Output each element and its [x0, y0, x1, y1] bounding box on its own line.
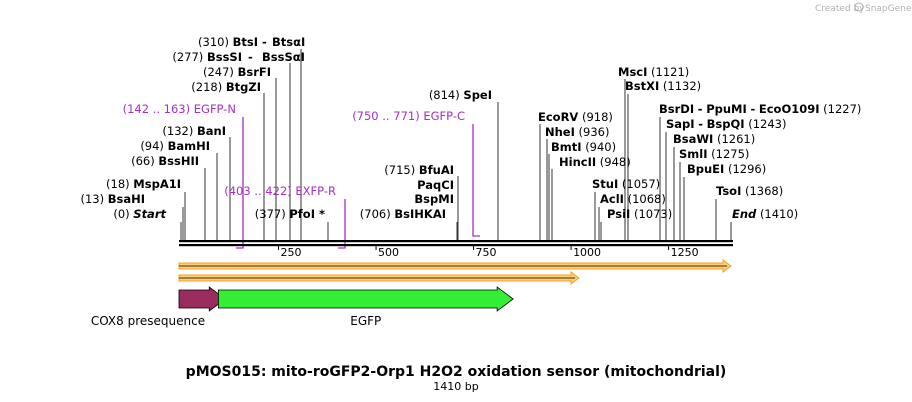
site-msci[interactable]: MscI (1121): [618, 65, 689, 79]
primer-egfp-n[interactable]: (142 .. 163) EGFP-N: [123, 102, 236, 116]
page-title: pMOS015: mito-roGFP2-Orp1 H2O2 oxidation…: [186, 364, 727, 380]
credit-brand: SnapGene: [865, 4, 912, 14]
site-psii[interactable]: PsiI (1073): [607, 207, 672, 221]
feature-label: COX8 presequence: [91, 314, 205, 328]
site-ecorv[interactable]: EcoRV (918): [538, 110, 613, 124]
site-bmti[interactable]: BmtI (940): [551, 140, 616, 154]
site-stui[interactable]: StuI (1057): [592, 177, 660, 191]
axis-tick-label: 250: [281, 246, 302, 259]
primer-egfp-c[interactable]: (750 .. 771) EGFP-C: [352, 109, 465, 123]
site-hincii[interactable]: HincII (948): [559, 155, 631, 169]
primer-exfp-r[interactable]: (403 .. 422) EXFP-R: [224, 184, 336, 198]
snapgene-logo-icon: [854, 2, 864, 12]
site-bsshii[interactable]: (66) BssHII: [131, 154, 199, 168]
primer-exfp-r-mark: [338, 199, 346, 249]
site-bani[interactable]: (132) BanI: [162, 124, 226, 138]
feature-label: EGFP: [350, 314, 381, 328]
site-acli[interactable]: AclI (1068): [600, 192, 666, 206]
site-connectors: [180, 49, 732, 241]
site-bspmi[interactable]: BspMI: [414, 192, 454, 206]
site-bstxi[interactable]: BstXI (1132): [625, 79, 701, 93]
site-btsi[interactable]: (310) BtsI: [198, 35, 258, 49]
site-nhei[interactable]: NheI (936): [545, 125, 609, 139]
site-start[interactable]: (0) Start: [113, 207, 166, 221]
site-bsssi[interactable]: (277) BssSI: [172, 50, 242, 64]
primer-egfp-n-mark: [236, 117, 244, 249]
credit: Created by SnapGene: [815, 2, 912, 14]
site-bslhkai[interactable]: (706) BsIHKAI: [360, 207, 446, 221]
orf-arrow[interactable]: [178, 259, 732, 285]
enzyme-labels-right: MscI (1121) BstXI (1132) BsrDI - PpuMI -…: [538, 65, 861, 221]
primer-labels: (142 .. 163) EGFP-N (403 .. 422) EXFP-R …: [123, 102, 465, 198]
site-smli[interactable]: SmlI (1275): [679, 147, 749, 161]
site-bsssai[interactable]: BssSαI: [262, 50, 305, 64]
site-mspa1i[interactable]: (18) MspA1I: [106, 177, 181, 191]
site-end[interactable]: End (1410): [732, 207, 798, 221]
site-tsoi[interactable]: TsoI (1368): [716, 184, 783, 198]
site-btsi-sep: -: [262, 35, 267, 49]
site-bfuai[interactable]: (715) BfuAI: [384, 163, 454, 177]
primer-egfp-c-mark: [472, 124, 480, 237]
site-bsrfi[interactable]: (247) BsrFI: [203, 65, 271, 79]
site-bsahi[interactable]: (13) BsaHI: [80, 192, 145, 206]
site-bpuei[interactable]: BpuEI (1296): [687, 162, 766, 176]
site-bsawi[interactable]: BsaWI (1261): [673, 132, 755, 146]
primer-markers: [236, 117, 480, 249]
credit-text: Created by: [815, 4, 865, 14]
site-paqci[interactable]: PaqCI: [417, 178, 454, 192]
axis-tick-label: 500: [378, 246, 399, 259]
site-sapi[interactable]: SapI - BspQI (1243): [666, 117, 786, 131]
site-bsrdi[interactable]: BsrDI - PpuMI - EcoO109I (1227): [659, 102, 861, 116]
sequence-backbone: [179, 240, 733, 247]
site-spei[interactable]: (814) SpeI: [429, 88, 492, 102]
site-pfoi[interactable]: (377) PfoI *: [255, 207, 325, 221]
site-bamhi[interactable]: (94) BamHI: [140, 139, 210, 153]
axis-tick-label: 1000: [573, 246, 601, 259]
backbone-top-strand: [179, 240, 733, 243]
feature-arrow[interactable]: [217, 286, 514, 312]
enzyme-labels-left: (310) BtsI - BtsαI (277) BssSI - BssSαI …: [80, 35, 492, 221]
sequence-length: 1410 bp: [433, 380, 478, 393]
site-bsssi-sep: -: [248, 50, 253, 64]
feature-track: COX8 presequence EGFP: [91, 286, 514, 328]
feature-arrow[interactable]: [178, 286, 226, 312]
axis-tick-label: 1250: [671, 246, 699, 259]
axis-ticks: 250 500 750 1000 1250: [278, 246, 699, 259]
site-btgzi[interactable]: (218) BtgZI: [191, 80, 261, 94]
site-btsai[interactable]: BtsαI: [272, 35, 305, 49]
axis-tick-label: 750: [476, 246, 497, 259]
backbone-bottom-strand: [179, 244, 733, 247]
